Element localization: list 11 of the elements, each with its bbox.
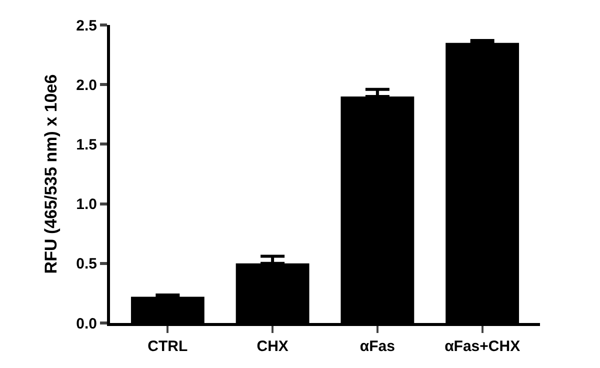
x-tick-label: CTRL [148, 338, 188, 355]
x-tick-label: CHX [256, 338, 288, 355]
x-tick-label: αFas [360, 338, 395, 355]
y-tick-label: 0.0 [76, 315, 97, 332]
x-tick-label: αFas+CHX [444, 338, 520, 355]
y-tick-label: 0.5 [76, 256, 97, 273]
y-tick-label: 1.5 [76, 136, 97, 154]
y-tick-label: 2.5 [76, 17, 97, 34]
y-tick-label: 2.0 [76, 76, 97, 94]
y-axis-title: RFU (465/535 nm) x 10e6 [42, 74, 61, 274]
y-tick-label: 1.0 [76, 196, 97, 214]
